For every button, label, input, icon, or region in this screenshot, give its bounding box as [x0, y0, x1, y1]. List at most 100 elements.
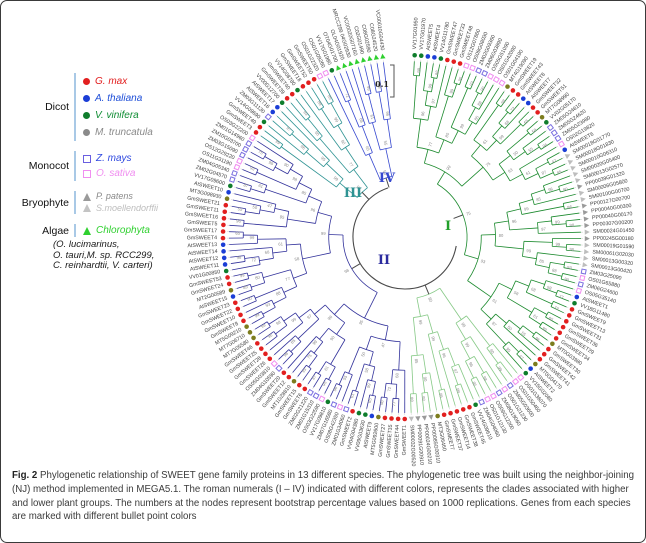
- branch-arc: [537, 144, 542, 150]
- branch-arc: [325, 377, 332, 382]
- branch: [232, 199, 261, 207]
- leaf-marker-zm: [312, 392, 320, 400]
- branch: [293, 272, 307, 279]
- bootstrap-value: 85: [301, 190, 308, 197]
- bootstrap-value: 99: [464, 342, 471, 349]
- bootstrap-value: 98: [379, 399, 385, 405]
- leaf-marker-alg: [336, 65, 342, 71]
- leaf-marker-gm: [350, 408, 355, 414]
- branch: [548, 311, 562, 319]
- branch: [229, 218, 245, 221]
- bootstrap-value: 55: [342, 374, 349, 381]
- branch: [560, 318, 563, 320]
- branch: [345, 71, 366, 125]
- branch: [347, 100, 360, 128]
- leaf-label: PP00307G00200: [592, 219, 633, 228]
- legend-bracket: [74, 73, 76, 141]
- branch: [234, 186, 237, 188]
- branch: [568, 300, 571, 302]
- leaf-marker-at: [369, 413, 375, 419]
- branch: [486, 139, 497, 151]
- branch: [260, 135, 280, 150]
- branch-arc: [480, 283, 500, 310]
- branch-arc: [370, 335, 401, 343]
- branch-arc: [336, 383, 342, 387]
- leaf-label: PP00245G00180: [593, 236, 634, 242]
- branch: [324, 380, 332, 394]
- bootstrap-value: 97: [452, 368, 459, 375]
- leaf-label: GmSWEET27: [378, 423, 388, 457]
- bootstrap-value: 99: [254, 312, 261, 319]
- branch: [322, 81, 334, 102]
- branch: [494, 220, 509, 224]
- branch-arc: [343, 303, 389, 327]
- branch-arc: [534, 252, 538, 265]
- bootstrap-value: 98: [236, 255, 242, 261]
- leaf-marker-os: [469, 64, 476, 72]
- branch: [365, 335, 372, 350]
- branch: [554, 169, 568, 176]
- branch: [487, 79, 489, 82]
- branch: [237, 181, 252, 187]
- bootstrap-value: 50: [512, 149, 519, 156]
- branch: [498, 111, 509, 124]
- branch: [248, 151, 251, 153]
- leaf-marker-mt: [533, 361, 538, 367]
- branch-arc: [364, 363, 375, 368]
- bootstrap-value: 77: [348, 161, 355, 168]
- legend-items: G. max A. thaliana V. vinifera M. truncatul…: [83, 73, 153, 141]
- bootstrap-value: 98: [282, 350, 289, 357]
- branch: [311, 87, 325, 108]
- leaf-marker-sm: [574, 178, 581, 184]
- branch: [328, 78, 366, 156]
- branch-arc: [369, 394, 376, 397]
- leaf-marker-pp: [584, 236, 590, 242]
- branch: [376, 63, 383, 92]
- branch: [480, 374, 491, 392]
- branch: [252, 145, 255, 147]
- branch: [563, 267, 578, 271]
- branch: [341, 401, 343, 404]
- branch-arc: [289, 131, 294, 137]
- branch: [430, 63, 434, 78]
- leaf-marker-zm: [229, 176, 236, 183]
- leaf-label: GmSWEET44: [394, 425, 401, 459]
- bootstrap-value: 98: [500, 98, 507, 105]
- leaf-marker-gm: [553, 336, 559, 341]
- branch: [234, 278, 249, 283]
- leaf-marker-os: [248, 134, 256, 142]
- bootstrap-value: 58: [364, 367, 370, 374]
- bootstrap-value: 99: [497, 366, 504, 373]
- leaf-label: GmSWEET17: [184, 227, 217, 234]
- bootstrap-value: 99: [526, 248, 532, 254]
- branch-arc: [558, 186, 561, 193]
- branch-arc: [464, 86, 471, 90]
- branch: [438, 139, 445, 154]
- bootstrap-value: 97: [306, 313, 313, 320]
- leaf-marker-gm: [258, 346, 264, 351]
- legend-species-label: P. patens: [96, 191, 133, 201]
- branch-arc: [537, 222, 539, 234]
- branch: [490, 390, 492, 393]
- branch-arc: [465, 356, 475, 362]
- bootstrap-value: 99: [498, 133, 505, 140]
- branch: [259, 209, 275, 213]
- circle-marker-icon: [83, 78, 90, 85]
- legend-item: G. max: [83, 73, 153, 90]
- bootstrap-value: 85: [326, 94, 333, 101]
- branch: [372, 381, 376, 396]
- leaf-marker-gm: [454, 409, 460, 414]
- branch: [421, 373, 426, 393]
- branch: [531, 279, 545, 285]
- bootstrap-value: 96: [300, 144, 307, 151]
- branch-arc: [506, 280, 517, 298]
- branch-arc: [486, 313, 496, 325]
- leaf-marker-vv: [412, 52, 417, 58]
- branch: [543, 287, 557, 294]
- branch: [239, 175, 267, 186]
- branch-arc: [532, 331, 537, 337]
- leaf-marker-at: [528, 366, 533, 371]
- branch: [559, 151, 562, 153]
- branch: [547, 340, 550, 342]
- branch-arc: [505, 110, 511, 115]
